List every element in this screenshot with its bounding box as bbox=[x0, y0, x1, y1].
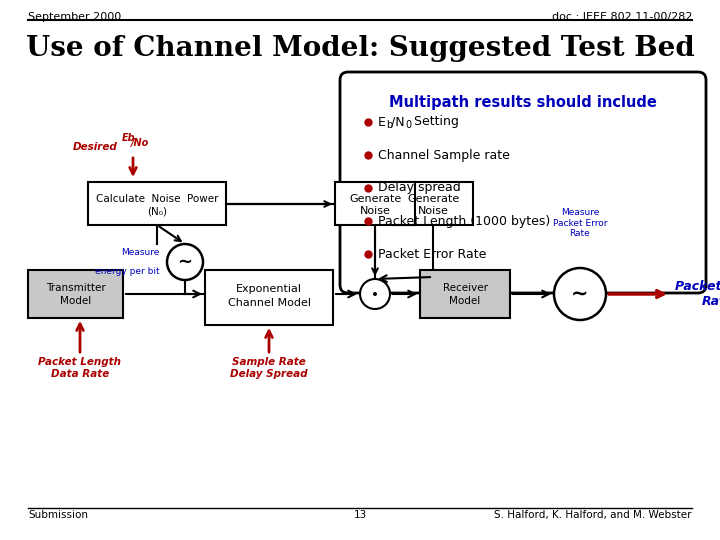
Text: (N₀): (N₀) bbox=[147, 206, 167, 217]
Bar bbox=[205, 270, 333, 325]
Text: 0: 0 bbox=[405, 120, 411, 130]
Bar bbox=[28, 270, 123, 318]
Text: Setting: Setting bbox=[410, 116, 459, 129]
Text: Use of Channel Model: Suggested Test Bed: Use of Channel Model: Suggested Test Bed bbox=[26, 35, 694, 62]
Text: Packet Length (1000 bytes): Packet Length (1000 bytes) bbox=[378, 214, 550, 227]
Text: Exponential: Exponential bbox=[236, 285, 302, 294]
Text: energy per bit: energy per bit bbox=[95, 267, 160, 276]
Text: E: E bbox=[378, 116, 386, 129]
Text: Channel Sample rate: Channel Sample rate bbox=[378, 148, 510, 161]
Text: Multipath results should include: Multipath results should include bbox=[389, 95, 657, 110]
Bar bbox=[420, 270, 510, 318]
Text: Desired: Desired bbox=[73, 142, 118, 152]
Text: Packet Error Rate: Packet Error Rate bbox=[378, 247, 487, 260]
Text: Model: Model bbox=[449, 296, 481, 306]
Text: 13: 13 bbox=[354, 510, 366, 520]
Text: Submission: Submission bbox=[28, 510, 88, 520]
Text: Calculate  Noise  Power: Calculate Noise Power bbox=[96, 193, 218, 204]
Text: September 2000: September 2000 bbox=[28, 12, 121, 22]
Text: Noise: Noise bbox=[418, 206, 449, 217]
Text: Measure
Packet Error
Rate: Measure Packet Error Rate bbox=[553, 208, 607, 238]
Text: Transmitter: Transmitter bbox=[45, 283, 105, 293]
Circle shape bbox=[554, 268, 606, 320]
Text: S. Halford, K. Halford, and M. Webster: S. Halford, K. Halford, and M. Webster bbox=[495, 510, 692, 520]
Text: /N: /N bbox=[391, 116, 405, 129]
Bar bbox=[335, 182, 415, 225]
Circle shape bbox=[360, 279, 390, 309]
Text: doc.: IEEE 802.11-00/282: doc.: IEEE 802.11-00/282 bbox=[552, 12, 692, 22]
Text: Generate: Generate bbox=[349, 193, 401, 204]
Text: Packet Error
Rate: Packet Error Rate bbox=[675, 280, 720, 308]
Text: Packet Length
Data Rate: Packet Length Data Rate bbox=[38, 357, 122, 379]
Circle shape bbox=[373, 292, 377, 296]
Text: Channel Model: Channel Model bbox=[228, 299, 310, 308]
Text: ∼: ∼ bbox=[177, 253, 192, 271]
Text: Noise: Noise bbox=[359, 206, 390, 217]
Text: Measure: Measure bbox=[122, 248, 160, 257]
Bar bbox=[393, 182, 473, 225]
Circle shape bbox=[167, 244, 203, 280]
Text: Receiver: Receiver bbox=[443, 283, 487, 293]
Text: Delay spread: Delay spread bbox=[378, 181, 461, 194]
Text: Eb: Eb bbox=[122, 133, 135, 143]
Text: ∼: ∼ bbox=[571, 284, 589, 304]
FancyBboxPatch shape bbox=[340, 72, 706, 293]
Text: Model: Model bbox=[60, 296, 91, 306]
Text: Sample Rate
Delay Spread: Sample Rate Delay Spread bbox=[230, 357, 307, 379]
Bar bbox=[88, 182, 226, 225]
Text: Generate: Generate bbox=[407, 193, 459, 204]
Text: /No: /No bbox=[131, 138, 149, 148]
Text: b: b bbox=[386, 120, 392, 130]
